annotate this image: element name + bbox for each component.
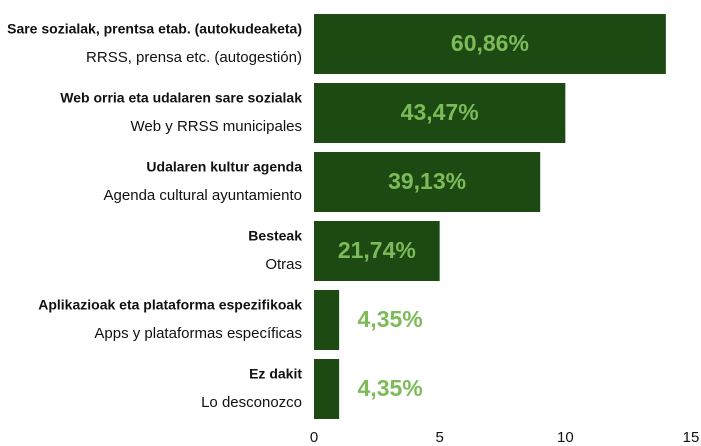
percent-label: 60,86%	[451, 30, 529, 56]
x-tick-label: 5	[435, 429, 443, 446]
category-translation: Apps y plataformas específicas	[94, 325, 302, 342]
bar	[314, 14, 666, 74]
percent-label: 4,35%	[358, 306, 423, 332]
percent-label: 4,35%	[358, 375, 423, 401]
category-label: Sare sozialak, prentsa etab. (autokudeak…	[7, 21, 302, 37]
bar	[314, 359, 340, 419]
x-tick-label: 15	[683, 429, 700, 446]
category-translation: Lo desconozco	[201, 394, 302, 411]
percent-label: 39,13%	[388, 168, 466, 194]
percent-label: 21,74%	[338, 237, 416, 263]
x-tick-label: 10	[557, 429, 574, 446]
percent-label: 43,47%	[401, 99, 479, 125]
category-label: Ez dakit	[249, 366, 302, 382]
category-label: Web orria eta udalaren sare sozialak	[60, 90, 302, 106]
bar	[314, 83, 566, 143]
category-label: Aplikazioak eta plataforma espezifikoak	[38, 297, 302, 313]
category-translation: Web y RRSS municipales	[131, 118, 302, 135]
bar	[314, 152, 541, 212]
category-translation: Otras	[265, 256, 302, 273]
category-translation: RRSS, prensa etc. (autogestión)	[86, 49, 302, 66]
bar	[314, 221, 440, 281]
category-label: Besteak	[248, 228, 302, 244]
x-tick-label: 0	[310, 429, 318, 446]
bar	[314, 290, 340, 350]
category-label: Udalaren kultur agenda	[146, 159, 302, 175]
category-translation: Agenda cultural ayuntamiento	[104, 187, 302, 204]
